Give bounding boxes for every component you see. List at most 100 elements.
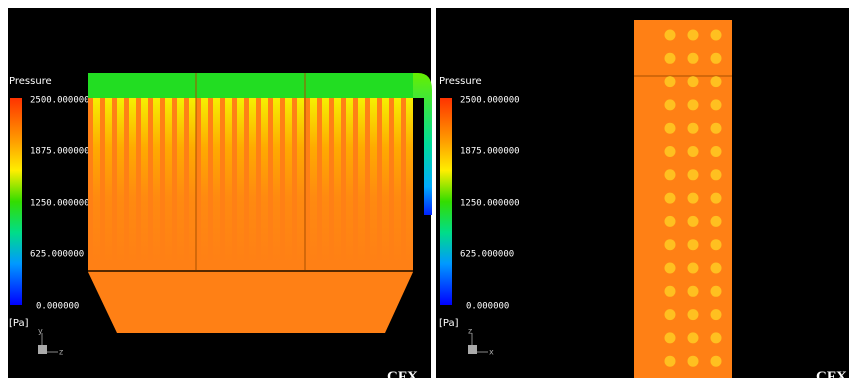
bag-opening [665, 286, 676, 297]
filter-bag [382, 98, 389, 264]
bag-opening [665, 123, 676, 134]
axis-label: y [38, 327, 43, 336]
bag-opening [711, 99, 722, 110]
bag-opening [711, 123, 722, 134]
filter-bag [93, 98, 100, 264]
axis-label: x [489, 348, 494, 357]
legend-tick: 1250.000000 [30, 199, 90, 209]
bag-opening [711, 146, 722, 157]
left-panel: Pressure 2500.000000 1875.000000 1250.00… [8, 8, 432, 378]
filter-bag [394, 98, 401, 264]
legend-tick: 1875.000000 [460, 147, 520, 157]
legend-tick: 1875.000000 [30, 147, 90, 157]
bag-opening [665, 53, 676, 64]
bag-opening [665, 263, 676, 274]
filter-bag [370, 98, 377, 264]
bag-opening [711, 263, 722, 274]
bag-opening [665, 356, 676, 367]
bag-opening [665, 309, 676, 320]
axis-icon [468, 345, 477, 354]
bag-openings [665, 30, 722, 367]
bag-opening [688, 123, 699, 134]
legend-title: Pressure [439, 76, 482, 87]
filter-bag [285, 98, 292, 264]
filter-bag [177, 98, 184, 264]
filter-bag [334, 98, 341, 264]
bag-opening [688, 53, 699, 64]
legend-unit: [Pa] [9, 318, 29, 329]
filter-bag [310, 98, 317, 264]
legend-tick: 2500.000000 [460, 96, 520, 106]
filter-bag [358, 98, 365, 264]
legend-title: Pressure [9, 76, 52, 87]
bag-opening [711, 309, 722, 320]
axis-label: z [59, 348, 63, 357]
bag-opening [665, 216, 676, 227]
bag-opening [711, 356, 722, 367]
bag-opening [688, 332, 699, 343]
filter-bag [141, 98, 148, 264]
colorbar [440, 98, 452, 305]
bag-opening [711, 193, 722, 204]
bag-opening [688, 76, 699, 87]
bag-opening [665, 239, 676, 250]
legend-tick: 0.000000 [36, 302, 79, 312]
bag-opening [665, 99, 676, 110]
filter-bag [117, 98, 124, 264]
filter-bag [237, 98, 244, 264]
legend-tick: 0.000000 [466, 302, 509, 312]
logo: CFX [387, 369, 418, 378]
legend-tick: 1250.000000 [460, 199, 520, 209]
bag-opening [711, 53, 722, 64]
logo: CFX [816, 369, 847, 378]
plenum [88, 73, 413, 98]
bag-opening [711, 169, 722, 180]
colorbar [10, 98, 22, 305]
filter-bag [165, 98, 172, 264]
axis-label: z [468, 327, 472, 336]
bag-opening [688, 146, 699, 157]
axis-icon [38, 345, 47, 354]
right-panel: Pressure 2500.000000 1875.000000 1250.00… [436, 8, 849, 378]
bag-opening [711, 30, 722, 41]
bag-opening [665, 169, 676, 180]
filter-bag [189, 98, 196, 264]
bag-opening [665, 193, 676, 204]
bag-opening [688, 309, 699, 320]
filter-bag [249, 98, 256, 264]
filter-bag [129, 98, 136, 264]
bag-opening [665, 332, 676, 343]
bag-opening [711, 76, 722, 87]
bag-opening [688, 286, 699, 297]
filter-bag [201, 98, 208, 264]
filter-bag [261, 98, 268, 264]
filter-bag [346, 98, 353, 264]
bag-opening [688, 99, 699, 110]
bag-opening [711, 216, 722, 227]
bag-opening [711, 239, 722, 250]
bag-opening [665, 146, 676, 157]
filter-bag [273, 98, 280, 264]
bag-opening [688, 193, 699, 204]
bag-opening [688, 356, 699, 367]
bag-opening [688, 30, 699, 41]
bag-opening [665, 76, 676, 87]
bag-opening [688, 263, 699, 274]
bag-opening [711, 332, 722, 343]
bag-opening [711, 286, 722, 297]
legend-unit: [Pa] [439, 318, 459, 329]
filter-bag [297, 98, 304, 264]
filter-bag [105, 98, 112, 264]
bag-opening [688, 239, 699, 250]
screenshot: Pressure 2500.000000 1875.000000 1250.00… [0, 0, 849, 378]
hopper [88, 272, 413, 333]
legend-tick: 625.000000 [460, 250, 514, 260]
bag-opening [665, 30, 676, 41]
filter-bag [406, 98, 413, 264]
filter-bag [213, 98, 220, 264]
filter-bag [153, 98, 160, 264]
bag-opening [688, 169, 699, 180]
legend-tick: 2500.000000 [30, 96, 90, 106]
legend-tick: 625.000000 [30, 250, 84, 260]
filter-bag [225, 98, 232, 264]
